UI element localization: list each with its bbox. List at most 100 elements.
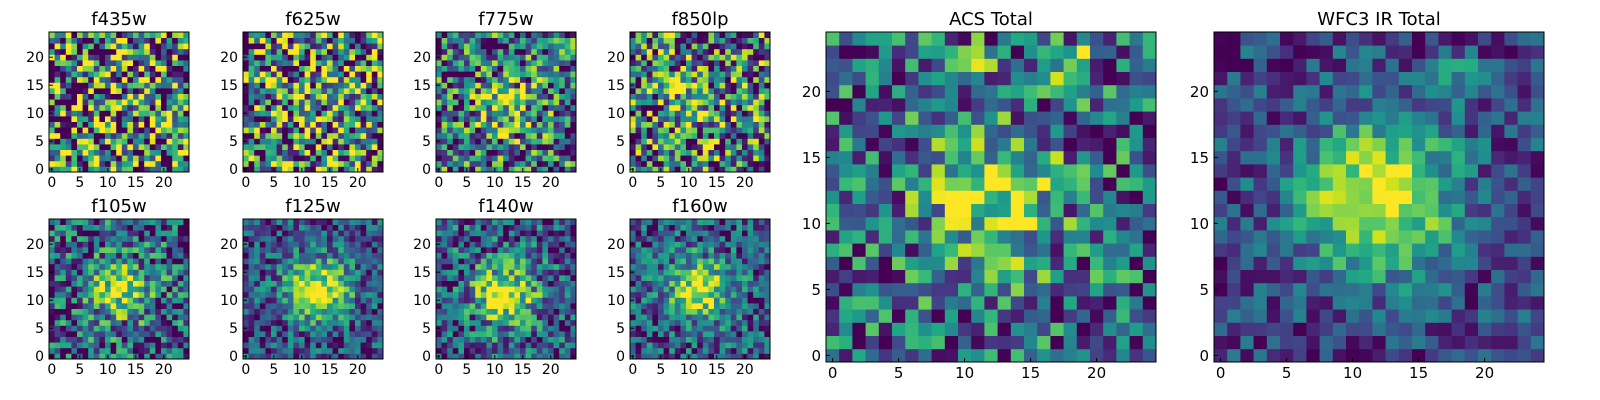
heatmap-cell <box>121 347 128 354</box>
heatmap-cell <box>287 93 294 100</box>
heatmap-cell <box>742 160 748 167</box>
heatmap-cell <box>121 32 128 38</box>
heatmap-cell <box>254 280 261 287</box>
heatmap-cell <box>304 280 311 287</box>
heatmap-cell <box>553 71 560 78</box>
heatmap-cell <box>116 88 123 94</box>
heatmap-cell <box>536 144 543 150</box>
heatmap-cell <box>65 241 72 248</box>
heatmap-cell <box>564 138 571 145</box>
heatmap-cell <box>702 149 709 156</box>
heatmap-cell <box>486 88 493 94</box>
heatmap-cell <box>725 303 732 309</box>
heatmap-cell <box>697 166 704 173</box>
heatmap-cell <box>54 319 61 326</box>
heatmap-cell <box>177 60 184 66</box>
heatmap-cell <box>315 32 322 38</box>
heatmap-cell <box>287 286 294 293</box>
heatmap-cell <box>149 32 156 38</box>
heatmap-cell <box>669 342 676 349</box>
heatmap-cell <box>183 76 190 83</box>
x-tick-label: 15 <box>514 175 532 191</box>
heatmap-cell <box>116 224 123 231</box>
heatmap-cell <box>464 286 470 293</box>
heatmap-cell <box>93 235 100 242</box>
heatmap-cell <box>669 32 676 38</box>
heatmap-cell <box>730 127 737 134</box>
heatmap-cell <box>116 353 123 360</box>
heatmap-cell <box>65 99 72 106</box>
heatmap-cell <box>243 88 249 94</box>
heatmap-cell <box>259 286 266 293</box>
heatmap-cell <box>355 224 361 231</box>
heatmap-cell <box>508 342 515 349</box>
heatmap-cell <box>564 121 571 128</box>
heatmap-cell <box>248 93 255 100</box>
heatmap-cell <box>105 37 111 44</box>
heatmap-cell <box>652 37 659 44</box>
heatmap-cell <box>441 280 448 287</box>
heatmap-cell <box>436 230 442 237</box>
heatmap-cell <box>497 258 504 265</box>
heatmap-cell <box>691 71 698 78</box>
heatmap-cell <box>730 99 737 106</box>
heatmap-cell <box>702 88 709 94</box>
heatmap-cell <box>133 331 139 337</box>
heatmap-cell <box>652 54 659 61</box>
heatmap-cell <box>742 104 748 111</box>
heatmap-cell <box>49 219 55 225</box>
heatmap-cell <box>149 43 156 50</box>
heatmap-cell <box>658 116 664 122</box>
heatmap-cell <box>736 269 743 276</box>
heatmap-cell <box>531 116 538 122</box>
heatmap-cell <box>708 88 715 94</box>
heatmap-cell <box>127 166 134 173</box>
heatmap-cell <box>531 247 538 253</box>
heatmap-cell <box>548 43 554 50</box>
heatmap-cell <box>177 88 184 94</box>
heatmap-cell <box>138 166 145 173</box>
heatmap-cell <box>691 325 698 332</box>
heatmap-cell <box>702 48 709 55</box>
heatmap-cell <box>702 308 709 315</box>
heatmap-cell <box>149 275 156 281</box>
heatmap-cell <box>71 37 78 44</box>
heatmap-cell <box>116 303 123 309</box>
heatmap-cell <box>349 325 356 332</box>
heatmap-cell <box>299 71 305 78</box>
heatmap-cell <box>127 65 134 72</box>
heatmap-cell <box>758 37 765 44</box>
heatmap-cell <box>652 336 659 343</box>
heatmap-cell <box>88 144 95 150</box>
heatmap-cell <box>520 230 526 237</box>
heatmap-cell <box>441 104 448 111</box>
heatmap-cell <box>138 286 145 293</box>
heatmap-cell <box>503 347 510 354</box>
heatmap-cell <box>287 149 294 156</box>
heatmap-cell <box>458 241 465 248</box>
heatmap-cell <box>702 37 709 44</box>
heatmap-cell <box>133 138 139 145</box>
heatmap-cell <box>708 132 715 139</box>
heatmap-cell <box>282 160 289 167</box>
heatmap-cell <box>332 93 339 100</box>
heatmap-cell <box>503 116 510 122</box>
heatmap-cell <box>133 149 139 156</box>
heatmap-cell <box>315 166 322 173</box>
heatmap-cell <box>248 76 255 83</box>
heatmap-cell <box>436 127 442 134</box>
heatmap-cell <box>452 252 459 259</box>
heatmap-cell <box>243 280 249 287</box>
heatmap-cell <box>343 149 350 156</box>
heatmap-cell <box>248 275 255 281</box>
heatmap-cell <box>747 93 754 100</box>
heatmap-cell <box>663 144 670 150</box>
heatmap-cell <box>65 37 72 44</box>
heatmap-cell <box>299 121 305 128</box>
heatmap-cell <box>747 144 754 150</box>
heatmap-cell <box>315 325 322 332</box>
heatmap-cell <box>377 99 384 106</box>
heatmap-cell <box>447 219 454 225</box>
heatmap-cell <box>553 336 560 343</box>
